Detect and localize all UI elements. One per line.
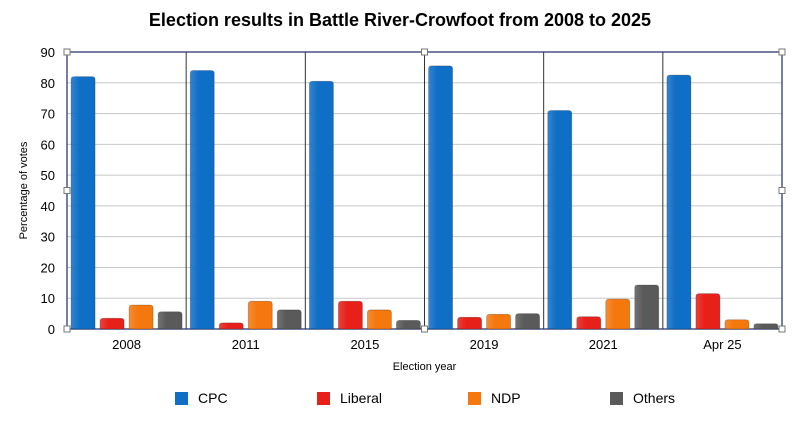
- legend-swatch-ndp: [468, 391, 481, 405]
- bar-others-2021: [634, 284, 660, 330]
- legend-swatch-liberal: [317, 391, 330, 405]
- x-tick-label-2015: 2015: [350, 337, 379, 352]
- bar-liberal-2019: [457, 316, 482, 330]
- legend: CPC Liberal NDP Others: [0, 390, 800, 410]
- bar-cpc-2008: [70, 76, 96, 330]
- bar-ndp-2008: [128, 304, 154, 330]
- bar-cpc-2011: [189, 70, 215, 330]
- y-tick-label-90: 90: [41, 45, 55, 60]
- y-tick-label-60: 60: [41, 137, 55, 152]
- legend-item-liberal[interactable]: Liberal: [317, 390, 382, 406]
- selection-handle: [63, 48, 71, 56]
- bar-ndp-2011: [247, 300, 273, 330]
- x-tick-label-2011: 2011: [232, 337, 260, 352]
- y-tick-label-10: 10: [41, 291, 55, 306]
- bar-cpc-2019: [428, 65, 453, 330]
- x-axis-title: Election year: [393, 361, 457, 373]
- y-axis-title: Percentage of votes: [18, 141, 30, 239]
- bar-ndp-2021: [605, 298, 631, 330]
- bar-ndp-2015: [367, 309, 392, 330]
- bar-liberal-apr-25: [695, 293, 721, 330]
- legend-label-liberal: Liberal: [340, 390, 383, 406]
- selection-handle: [778, 187, 786, 194]
- legend-label-others: Others: [633, 390, 676, 406]
- legend-item-others[interactable]: Others: [610, 390, 675, 406]
- selection-handle: [63, 187, 71, 194]
- bar-liberal-2021: [576, 316, 602, 330]
- selection-handle: [421, 325, 428, 333]
- chart-title: Election results in Battle River-Crowfoo…: [148, 10, 652, 30]
- bar-cpc-2015: [309, 80, 334, 330]
- y-tick-label-80: 80: [41, 76, 55, 91]
- legend-label-cpc: CPC: [198, 390, 228, 406]
- bar-others-2015: [396, 319, 421, 330]
- bar-others-2019: [515, 313, 540, 330]
- bar-others-2008: [157, 311, 183, 330]
- legend-item-cpc[interactable]: CPC: [175, 390, 228, 406]
- legend-label-ndp: NDP: [491, 390, 521, 406]
- bar-ndp-apr-25: [724, 319, 750, 330]
- selection-handle: [63, 325, 71, 333]
- y-tick-label-50: 50: [41, 168, 55, 183]
- x-tick-label-2019: 2019: [470, 337, 499, 352]
- legend-swatch-others: [610, 391, 623, 405]
- x-tick-label-2021: 2021: [589, 337, 618, 352]
- bar-liberal-2015: [338, 300, 363, 330]
- x-tick-label-apr-25: Apr 25: [703, 337, 741, 352]
- bar-others-2011: [276, 309, 302, 330]
- bar-cpc-2021: [547, 110, 573, 330]
- y-tick-label-70: 70: [41, 107, 55, 122]
- selection-handle: [421, 48, 428, 56]
- legend-swatch-cpc: [175, 391, 188, 405]
- y-tick-label-40: 40: [41, 199, 55, 214]
- y-tick-label-20: 20: [41, 260, 55, 275]
- legend-item-ndp[interactable]: NDP: [468, 390, 521, 406]
- selection-handle: [778, 325, 786, 333]
- bar-liberal-2008: [99, 317, 125, 330]
- selection-handle: [778, 48, 786, 56]
- bar-others-apr-25: [753, 323, 779, 330]
- x-tick-label-2008: 2008: [112, 337, 141, 352]
- y-tick-label-0: 0: [48, 322, 55, 337]
- bar-liberal-2011: [218, 322, 244, 330]
- bar-cpc-apr-25: [666, 74, 692, 330]
- bar-ndp-2019: [486, 313, 511, 330]
- y-tick-label-30: 30: [41, 230, 55, 245]
